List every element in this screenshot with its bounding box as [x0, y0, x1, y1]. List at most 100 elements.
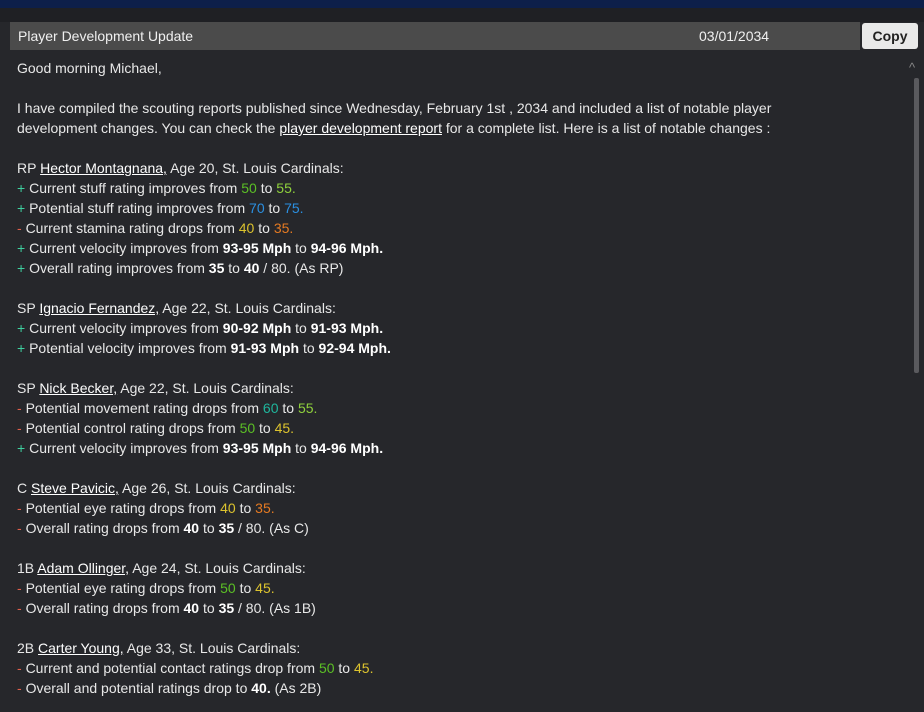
rating-value: 50: [241, 180, 257, 196]
blank-line: [17, 278, 877, 298]
value-text: 92-94 Mph.: [318, 340, 391, 356]
message-line: + Current velocity improves from 90-92 M…: [17, 318, 877, 338]
text-segment: / 80. (As RP): [259, 260, 344, 276]
player-link[interactable]: Ignacio Fernandez,: [39, 300, 160, 316]
text-segment: Age 33, St. Louis Cardinals:: [123, 640, 301, 656]
text-segment: (As 2B): [270, 680, 322, 696]
message-line: SP Nick Becker, Age 22, St. Louis Cardin…: [17, 378, 877, 398]
value-text: 91-93 Mph.: [310, 320, 384, 336]
rating-value: 45.: [354, 660, 374, 676]
message-line: development changes. You can check the p…: [17, 118, 877, 138]
text-segment: C: [17, 480, 31, 496]
minus-icon: -: [17, 600, 26, 616]
message-line: + Potential velocity improves from 91-93…: [17, 338, 877, 358]
rating-value: 50: [318, 660, 335, 676]
minus-icon: -: [17, 680, 26, 696]
message-line: Good morning Michael,: [17, 58, 877, 78]
text-segment: to: [334, 660, 354, 676]
value-text: 35: [208, 260, 225, 276]
rating-value: 50: [239, 420, 256, 436]
text-segment: / 80. (As C): [234, 520, 309, 536]
text-segment: Overall rating drops from: [25, 520, 184, 536]
text-segment: to: [254, 220, 274, 236]
rating-value: 60: [262, 400, 279, 416]
player-link[interactable]: Adam Ollinger,: [37, 560, 130, 576]
text-segment: Age 26, St. Louis Cardinals:: [118, 480, 296, 496]
player-link[interactable]: Carter Young,: [38, 640, 124, 656]
message-line: C Steve Pavicic, Age 26, St. Louis Cardi…: [17, 478, 877, 498]
rating-value: 35.: [273, 220, 294, 236]
message-title: Player Development Update: [18, 28, 194, 44]
text-segment: SP: [17, 300, 40, 316]
text-segment: I have compiled the scouting reports pub…: [17, 100, 772, 116]
message-body: Good morning Michael, I have compiled the…: [17, 58, 877, 698]
blank-line: [17, 618, 877, 638]
minus-icon: -: [17, 220, 26, 236]
plus-icon: +: [17, 200, 30, 216]
text-segment: Age 24, St. Louis Cardinals:: [129, 560, 306, 576]
value-text: 40: [183, 600, 200, 616]
value-text: 40.: [251, 680, 271, 696]
text-segment: Potential eye rating drops from: [25, 580, 221, 596]
message-line: 1B Adam Ollinger, Age 24, St. Louis Card…: [17, 558, 877, 578]
message-line: I have compiled the scouting reports pub…: [17, 98, 877, 118]
text-segment: to: [235, 500, 256, 516]
rating-value: 55.: [276, 180, 296, 196]
message-line: + Overall rating improves from 35 to 40 …: [17, 258, 877, 278]
text-segment: Age 22, St. Louis Cardinals:: [159, 300, 336, 316]
text-segment: Current stuff rating improves from: [29, 180, 242, 196]
copy-button[interactable]: Copy: [862, 23, 918, 49]
player-link[interactable]: Steve Pavicic,: [31, 480, 119, 496]
top-bar: [0, 0, 924, 8]
text-segment: Overall rating improves from: [29, 260, 209, 276]
rating-value: 35.: [255, 500, 275, 516]
player-link[interactable]: Hector Montagnana,: [40, 160, 167, 176]
rating-value: 70: [249, 200, 265, 216]
text-segment: 1B: [17, 560, 38, 576]
minus-icon: -: [17, 660, 26, 676]
rating-value: 45.: [274, 420, 295, 436]
rating-value: 55.: [297, 400, 318, 416]
text-segment: RP: [17, 160, 41, 176]
plus-icon: +: [17, 180, 30, 196]
rating-value: 40: [220, 500, 236, 516]
message-line: + Current velocity improves from 93-95 M…: [17, 238, 877, 258]
text-segment: Potential velocity improves from: [29, 340, 231, 356]
text-segment: Overall and potential ratings drop to: [25, 680, 252, 696]
value-text: 94-96 Mph.: [310, 440, 384, 456]
message-line: - Overall and potential ratings drop to …: [17, 678, 877, 698]
text-segment: to: [224, 260, 244, 276]
text-segment: to: [256, 180, 277, 196]
value-text: 93-95 Mph: [222, 440, 292, 456]
message-line: - Potential movement rating drops from 6…: [17, 398, 877, 418]
scroll-up-icon[interactable]: ^: [909, 60, 916, 75]
text-segment: Potential control rating drops from: [25, 420, 240, 436]
minus-icon: -: [17, 400, 26, 416]
blank-line: [17, 78, 877, 98]
message-date: 03/01/2034: [699, 28, 770, 44]
rating-value: 45.: [255, 580, 275, 596]
message-line: - Current stamina rating drops from 40 t…: [17, 218, 877, 238]
player-development-report-link[interactable]: player development report: [279, 120, 442, 136]
value-text: 40: [183, 520, 200, 536]
message-line: + Potential stuff rating improves from 7…: [17, 198, 877, 218]
text-segment: Current velocity improves from: [29, 320, 223, 336]
plus-icon: +: [17, 260, 30, 276]
minus-icon: -: [17, 580, 26, 596]
text-segment: Current velocity improves from: [29, 240, 223, 256]
text-segment: / 80. (As 1B): [234, 600, 316, 616]
message-line: + Current stuff rating improves from 50 …: [17, 178, 877, 198]
text-segment: to: [255, 420, 275, 436]
plus-icon: +: [17, 340, 30, 356]
value-text: 40: [243, 260, 260, 276]
text-segment: to: [299, 340, 319, 356]
message-line: 2B Carter Young, Age 33, St. Louis Cardi…: [17, 638, 877, 658]
message-header: Player Development Update 03/01/2034: [10, 22, 860, 50]
blank-line: [17, 458, 877, 478]
message-line: - Overall rating drops from 40 to 35 / 8…: [17, 598, 877, 618]
rating-value: 50: [220, 580, 236, 596]
player-link[interactable]: Nick Becker,: [39, 380, 118, 396]
scrollbar-thumb[interactable]: [914, 78, 919, 373]
value-text: 93-95 Mph: [222, 240, 292, 256]
text-segment: Current and potential contact ratings dr…: [25, 660, 319, 676]
